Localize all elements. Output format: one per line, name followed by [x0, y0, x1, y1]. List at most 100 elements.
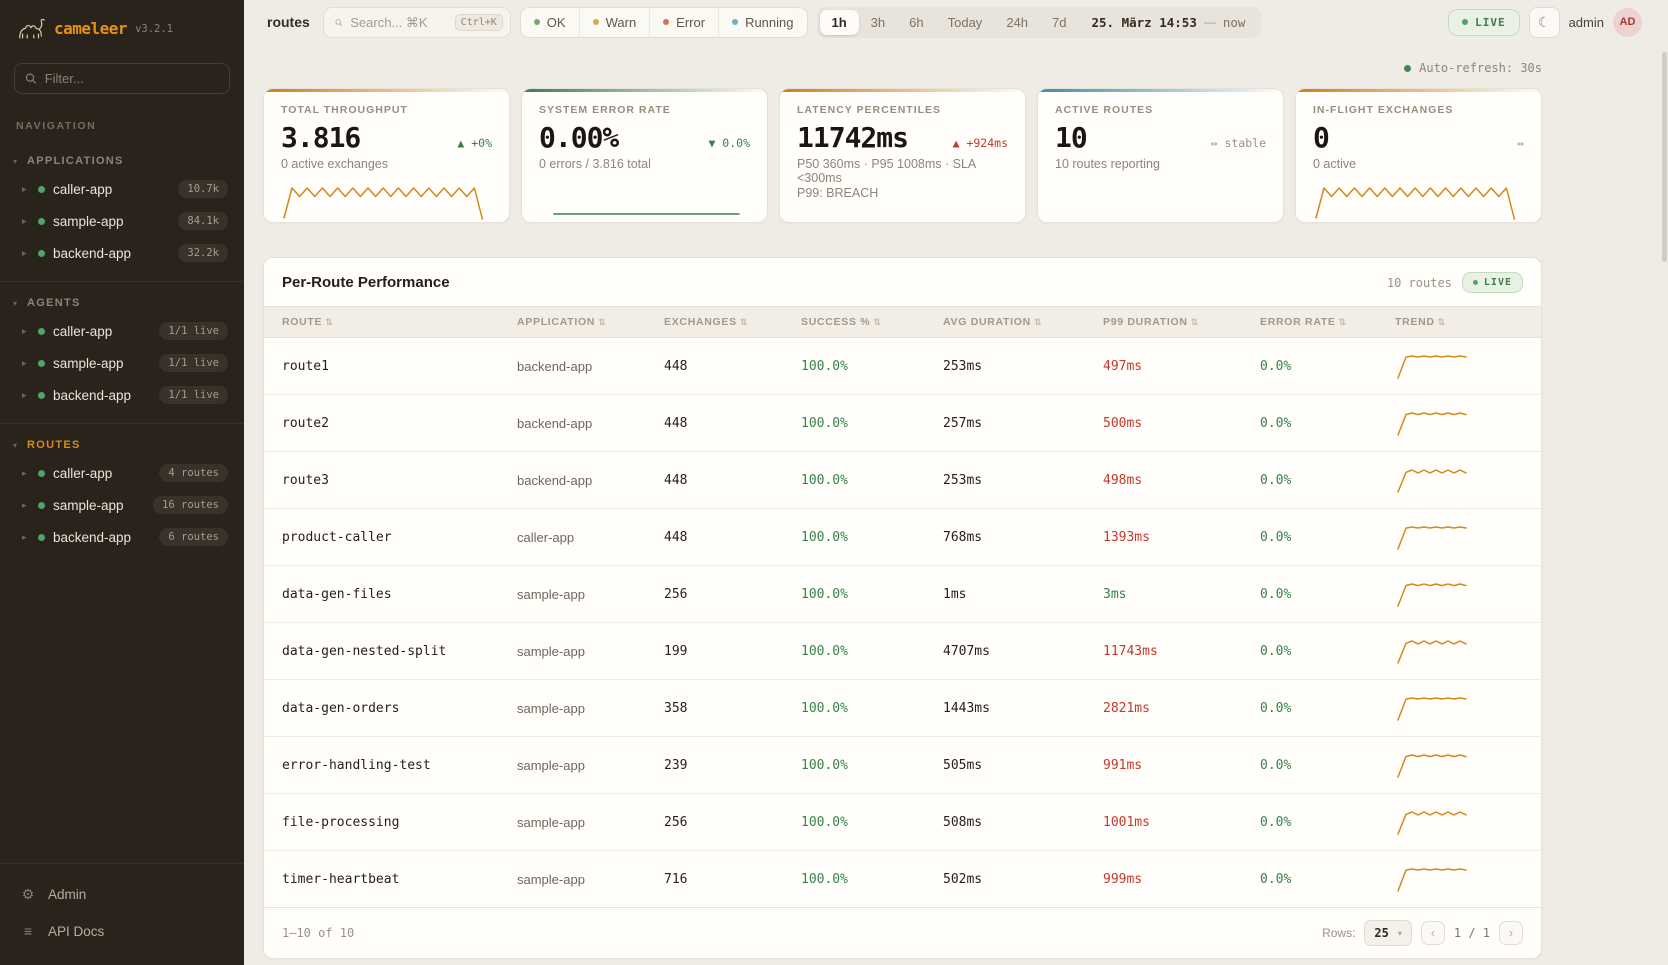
table-row-data-gen-orders[interactable]: data-gen-orders sample-app 358 100.0% 14… [264, 679, 1541, 737]
application-cell: sample-app [507, 622, 654, 680]
column-header-avg-duration[interactable]: AVG DURATION ⇅ [933, 306, 1093, 338]
sidebar-item-caller-app[interactable]: ▸ caller-app 4 routes [0, 457, 244, 489]
sidebar-item-admin[interactable]: ⚙ Admin [0, 876, 244, 913]
logo[interactable]: cameleer v3.2.1 [0, 0, 244, 55]
application-cell: sample-app [507, 793, 654, 851]
route-name-cell: route1 [264, 337, 507, 395]
time-range-today[interactable]: Today [936, 10, 995, 35]
sort-icon: ⇅ [1437, 317, 1446, 327]
prev-page-button[interactable]: ‹ [1420, 921, 1445, 945]
avg-duration-cell: 4707ms [933, 622, 1093, 680]
next-page-button[interactable]: › [1499, 921, 1523, 945]
table-row-data-gen-files[interactable]: data-gen-files sample-app 256 100.0% 1ms… [264, 565, 1541, 623]
chevron-right-icon: ▸ [22, 467, 27, 478]
sidebar-item-sample-app[interactable]: ▸ sample-app 16 routes [0, 489, 244, 521]
success-cell: 100.0% [791, 736, 933, 794]
application-cell: sample-app [507, 679, 654, 737]
status-filter-ok[interactable]: OK [521, 8, 579, 37]
time-range-display[interactable]: 25. März 14:53 — now [1078, 10, 1258, 35]
table-row-error-handling-test[interactable]: error-handling-test sample-app 239 100.0… [264, 736, 1541, 794]
kpi-card-latency-percentiles[interactable]: LATENCY PERCENTILES 11742ms ▲ +924ms P50… [779, 88, 1026, 223]
status-filter-error[interactable]: Error [649, 7, 718, 37]
section-header-agents[interactable]: ▾ AGENTS [0, 290, 244, 315]
column-header-application[interactable]: APPLICATION ⇅ [507, 306, 654, 338]
user-name: admin [1568, 14, 1604, 30]
rows-per-page-label: Rows: [1322, 926, 1356, 940]
status-filter-running[interactable]: Running [718, 7, 806, 37]
trend-sparkline [1397, 583, 1467, 607]
kpi-delta: ▲ +924ms [952, 136, 1008, 150]
route-name-cell: route3 [264, 451, 507, 509]
avg-duration-cell: 768ms [933, 508, 1093, 566]
rows-per-page-select[interactable]: 25 ▾ [1364, 920, 1412, 946]
sidebar-item-sample-app[interactable]: ▸ sample-app 84.1k [0, 205, 244, 237]
application-cell: sample-app [507, 736, 654, 794]
application-cell: backend-app [507, 394, 654, 452]
sidebar-item-backend-app[interactable]: ▸ backend-app 32.2k [0, 237, 244, 269]
column-header-p99-duration[interactable]: P99 DURATION ⇅ [1093, 306, 1250, 338]
search-input[interactable] [350, 14, 447, 30]
sidebar-section-routes: ▾ ROUTES ▸ caller-app 4 routes ▸ sample-… [0, 423, 244, 553]
time-range-3h[interactable]: 3h [859, 10, 897, 35]
table-row-route2[interactable]: route2 backend-app 448 100.0% 257ms 500m… [264, 394, 1541, 452]
status-filter-warn[interactable]: Warn [578, 7, 650, 37]
kpi-card-row: TOTAL THROUGHPUT 3.816 ▲ +0% 0 active ex… [263, 88, 1542, 223]
sidebar-item-caller-app[interactable]: ▸ caller-app 10.7k [0, 173, 244, 205]
sidebar-item-label: backend-app [53, 529, 132, 545]
trend-cell [1385, 851, 1541, 908]
time-range-24h[interactable]: 24h [994, 10, 1040, 35]
avatar[interactable]: AD [1613, 7, 1642, 37]
success-cell: 100.0% [791, 679, 933, 737]
column-header-trend[interactable]: TREND ⇅ [1385, 306, 1541, 338]
sidebar-item-sample-app[interactable]: ▸ sample-app 1/1 live [0, 347, 244, 379]
auto-refresh-control[interactable]: Auto-refresh: 30s [263, 44, 1542, 88]
column-header-success-[interactable]: SUCCESS % ⇅ [791, 306, 933, 338]
sidebar-item-caller-app[interactable]: ▸ caller-app 1/1 live [0, 315, 244, 347]
scrollbar-thumb[interactable] [1662, 52, 1667, 262]
column-header-route[interactable]: ROUTE ⇅ [264, 306, 507, 338]
filter-input[interactable] [44, 71, 219, 86]
chevron-right-icon: ▸ [22, 247, 27, 258]
time-range-1h[interactable]: 1h [819, 9, 859, 35]
time-range-6h[interactable]: 6h [897, 10, 935, 35]
table-row-file-processing[interactable]: file-processing sample-app 256 100.0% 50… [264, 793, 1541, 851]
sidebar-item-backend-app[interactable]: ▸ backend-app 6 routes [0, 521, 244, 553]
kpi-card-system-error-rate[interactable]: SYSTEM ERROR RATE 0.00% ▼ 0.0% 0 errors … [521, 88, 768, 223]
kpi-card-active-routes[interactable]: ACTIVE ROUTES 10 ⇔ stable 10 routes repo… [1037, 88, 1284, 223]
rows-per-page-value: 25 [1374, 926, 1389, 940]
sidebar-item-backend-app[interactable]: ▸ backend-app 1/1 live [0, 379, 244, 411]
live-status-badge[interactable]: LIVE [1448, 8, 1520, 36]
table-row-data-gen-nested-split[interactable]: data-gen-nested-split sample-app 199 100… [264, 622, 1541, 680]
sidebar-item-label: backend-app [53, 245, 132, 261]
sort-icon: ⇅ [325, 317, 334, 327]
sparkline-chart [283, 187, 484, 220]
scrollbar[interactable] [1661, 44, 1667, 965]
success-cell: 100.0% [791, 451, 933, 509]
status-dot-icon [38, 359, 45, 367]
p99-duration-cell: 991ms [1093, 736, 1250, 794]
kpi-card-total-throughput[interactable]: TOTAL THROUGHPUT 3.816 ▲ +0% 0 active ex… [263, 88, 510, 223]
trend-cell [1385, 793, 1541, 851]
p99-duration-cell: 3ms [1093, 565, 1250, 623]
success-cell: 100.0% [791, 394, 933, 452]
table-row-timer-heartbeat[interactable]: timer-heartbeat sample-app 716 100.0% 50… [264, 851, 1541, 908]
p99-duration-cell: 497ms [1093, 337, 1250, 395]
table-row-route3[interactable]: route3 backend-app 448 100.0% 253ms 498m… [264, 451, 1541, 509]
sidebar-item-api-docs[interactable]: ≡ API Docs [0, 913, 244, 949]
kpi-card-in-flight-exchanges[interactable]: IN-FLIGHT EXCHANGES 0 ⇔ 0 active [1295, 88, 1542, 223]
topbar: routes Ctrl+K OK Warn Error Running 1h 3… [244, 0, 1668, 44]
table-row-route1[interactable]: route1 backend-app 448 100.0% 253ms 497m… [264, 337, 1541, 395]
column-header-error-rate[interactable]: ERROR RATE ⇅ [1250, 306, 1385, 338]
section-label: AGENTS [27, 297, 81, 309]
time-to: now [1222, 14, 1246, 30]
time-range-7d[interactable]: 7d [1040, 10, 1078, 35]
section-header-applications[interactable]: ▾ APPLICATIONS [0, 148, 244, 173]
status-dot-icon [38, 469, 45, 477]
navigation-label: NAVIGATION [16, 120, 97, 132]
table-row-product-caller[interactable]: product-caller caller-app 448 100.0% 768… [264, 508, 1541, 566]
sparkline-chart [553, 213, 740, 215]
avg-duration-cell: 508ms [933, 793, 1093, 851]
column-header-exchanges[interactable]: EXCHANGES ⇅ [654, 306, 791, 338]
section-header-routes[interactable]: ▾ ROUTES [0, 432, 244, 457]
theme-toggle-button[interactable]: ☾ [1528, 6, 1560, 38]
